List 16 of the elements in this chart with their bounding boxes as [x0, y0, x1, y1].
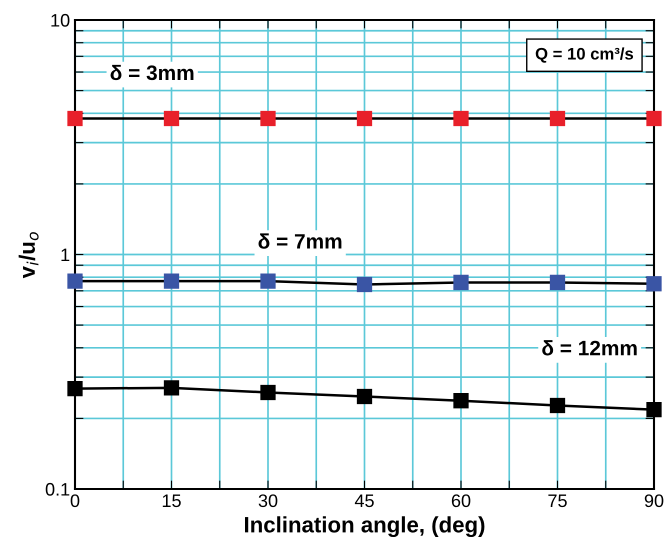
legend-label: δ = 3mm: [110, 64, 194, 80]
annotation: Q = 10 cm³/s: [536, 47, 634, 63]
x-axis-title: Inclination angle, (deg): [245, 516, 484, 538]
x-tick-label: 90: [644, 494, 664, 508]
x-tick-label: 15: [162, 494, 181, 508]
text: δ = 12mm: [542, 340, 637, 356]
y-tick-label: 10: [51, 14, 70, 27]
y-tick-label: 0.1: [46, 482, 70, 496]
x-tick-label: 75: [548, 494, 567, 508]
x-tick-label: 30: [258, 494, 278, 508]
x-tick-label: 45: [354, 494, 374, 508]
x-tick-label: 60: [452, 494, 470, 508]
x-tick-label: 0: [70, 494, 80, 508]
y-axis-title: v$_{i}$/u$_{o}$: [18, 232, 39, 278]
y-tick-label: 1: [61, 248, 70, 262]
series-label: δ = 7mm: [258, 233, 342, 249]
